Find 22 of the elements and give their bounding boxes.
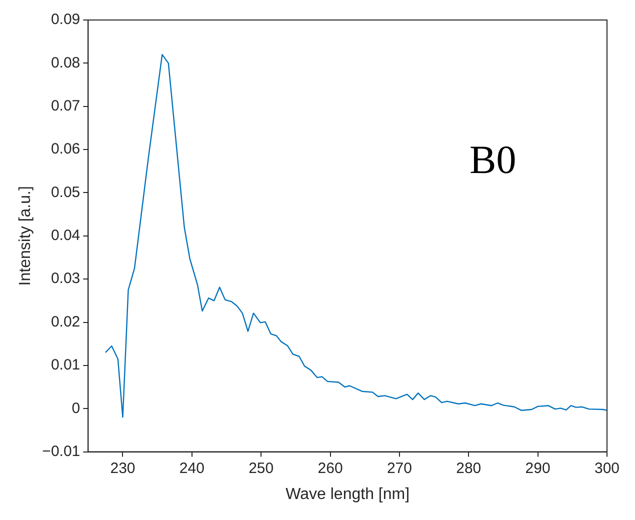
y-tick-label: −0.01 (42, 442, 80, 460)
y-tick-label: 0.02 (50, 313, 80, 330)
x-tick-label: 280 (456, 460, 482, 477)
x-tick-label: 260 (318, 460, 343, 477)
y-tick-label: 0.08 (50, 54, 80, 72)
x-tick-label: 300 (594, 460, 620, 477)
y-tick-label: 0.05 (50, 184, 80, 201)
y-tick-label: 0.01 (50, 356, 80, 374)
y-axis-title: Intensity [a.u.] (17, 186, 34, 286)
x-tick-label: 270 (386, 460, 412, 477)
x-axis-title: Wave length [nm] (286, 486, 410, 503)
x-tick-label: 230 (110, 460, 136, 477)
y-tick-label: 0 (72, 400, 80, 417)
y-tick-label: 0.09 (50, 11, 80, 28)
annotation: B0 (470, 136, 516, 182)
y-tick-label: 0.07 (50, 98, 80, 114)
y-tick-label: 0.04 (50, 227, 80, 244)
x-tick-label: 240 (179, 460, 204, 477)
y-tick-label: 0.03 (50, 270, 80, 288)
x-tick-label: 290 (525, 460, 550, 477)
x-tick-label: 250 (248, 460, 274, 477)
y-tick-label: 0.06 (50, 140, 80, 158)
